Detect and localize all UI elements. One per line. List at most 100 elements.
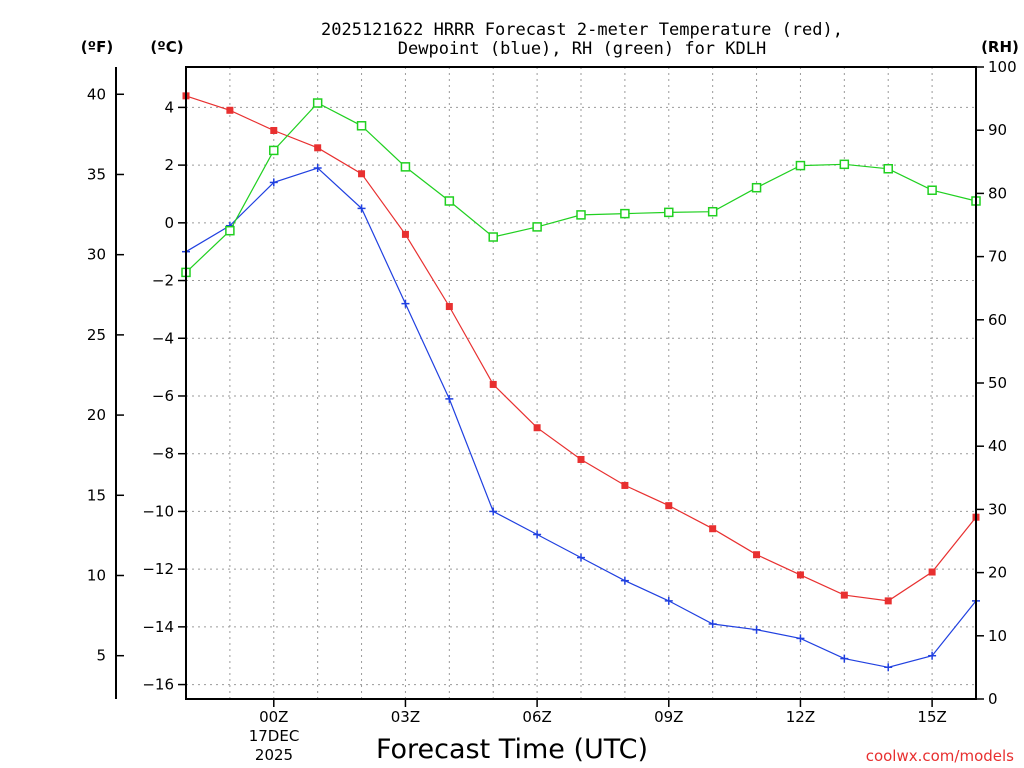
fahrenheit-tick-label: 35	[87, 165, 106, 183]
celsius-tick-label: −10	[142, 502, 174, 520]
temperature-point	[401, 230, 409, 238]
temperature-point	[270, 126, 278, 134]
temperature-point	[928, 568, 936, 576]
temperature-point	[665, 502, 673, 510]
rh-unit-label: (RH)	[981, 38, 1019, 56]
rh-tick-label: 70	[988, 248, 1007, 266]
temperature-point	[840, 591, 848, 599]
celsius-tick-label: −4	[152, 329, 174, 347]
rh-point	[751, 182, 762, 193]
dewpoint-point	[577, 553, 585, 562]
rh-tick-label: 60	[988, 311, 1007, 329]
dewpoint-point	[752, 625, 761, 634]
x-axis-label: Forecast Time (UTC)	[376, 734, 648, 765]
fahrenheit-unit-label: (ºF)	[81, 38, 113, 56]
x-tick-label: 12Z	[786, 708, 815, 726]
temperature-point	[358, 170, 366, 178]
temperature-point	[621, 481, 629, 489]
celsius-tick-label: 4	[164, 98, 174, 116]
dewpoint-point	[401, 299, 410, 308]
dewpoint-point	[708, 619, 717, 628]
x-tick-label: 03Z	[391, 708, 420, 726]
fahrenheit-tick-label: 10	[87, 566, 106, 584]
dewpoint-point	[664, 596, 673, 605]
x-tick-label: 06Z	[522, 708, 551, 726]
rh-point	[839, 159, 850, 170]
rh-point	[356, 121, 367, 131]
x-tick-label: 15Z	[917, 708, 946, 726]
celsius-tick-label: −2	[152, 272, 174, 290]
rh-tick-label: 50	[988, 374, 1007, 392]
data-series	[181, 92, 981, 672]
chart-title-line-2: Dewpoint (blue), RH (green) for KDLH	[398, 39, 766, 59]
rh-point	[707, 206, 718, 217]
fahrenheit-tick-label: 15	[87, 486, 106, 504]
rh-point	[576, 210, 586, 220]
temperature-point	[226, 106, 234, 114]
temperature-point	[445, 303, 453, 311]
temperature-point	[533, 424, 541, 432]
rh-point	[620, 208, 630, 219]
celsius-tick-label: −14	[142, 618, 174, 636]
rh-tick-label: 80	[988, 184, 1007, 202]
gridlines	[186, 67, 976, 699]
fahrenheit-tick-label: 30	[87, 246, 106, 264]
rh-point	[488, 232, 498, 242]
rh-point	[312, 98, 323, 108]
temperature-point	[314, 144, 322, 152]
dewpoint-point	[533, 530, 542, 539]
celsius-tick-label: −8	[152, 445, 174, 463]
dewpoint-point	[840, 654, 849, 663]
temperature-line	[185, 95, 977, 602]
rh-tick-label: 90	[988, 121, 1007, 139]
rh-tick-label: 30	[988, 500, 1007, 518]
celsius-tick-label: −12	[142, 560, 174, 578]
temperature-point	[796, 571, 804, 579]
fahrenheit-tick-label: 5	[96, 647, 106, 665]
dewpoint-point	[445, 394, 454, 403]
date-label-day: 17DEC	[249, 727, 300, 745]
dewpoint-point	[357, 204, 366, 213]
dewpoint-point	[884, 663, 893, 672]
fahrenheit-tick-label: 25	[87, 326, 106, 344]
rh-point	[532, 222, 542, 232]
rh-point	[883, 164, 893, 174]
rh-tick-label: 40	[988, 437, 1007, 455]
temperature-point	[489, 380, 497, 388]
dewpoint-point	[620, 576, 629, 585]
temperature-point	[577, 455, 585, 463]
rh-tick-label: 10	[988, 627, 1007, 645]
rh-tick-label: 20	[988, 564, 1007, 582]
rh-point	[664, 207, 674, 218]
rh-tick-label: 100	[988, 58, 1017, 76]
temperature-point	[753, 551, 761, 559]
dewpoint-point	[489, 507, 498, 516]
x-tick-label: 09Z	[654, 708, 683, 726]
date-label-year: 2025	[255, 746, 293, 764]
rh-tick-label: 0	[988, 690, 998, 708]
celsius-tick-label: 2	[164, 156, 174, 174]
dewpoint-point	[928, 651, 937, 660]
rh-point	[400, 162, 411, 172]
fahrenheit-tick-label: 20	[87, 406, 106, 424]
axis-ticks: 420−2−4−6−8−10−12−14−1640353025201510510…	[87, 58, 1017, 726]
dewpoint-point	[796, 634, 805, 643]
rh-point	[444, 196, 455, 206]
rh-point	[225, 225, 235, 236]
dewpoint-point	[269, 178, 278, 187]
rh-point	[795, 160, 806, 171]
dewpoint-point	[313, 164, 322, 173]
temperature-point	[709, 525, 717, 533]
celsius-tick-label: −16	[142, 676, 174, 694]
plot-frame	[185, 66, 977, 700]
celsius-tick-label: 0	[164, 214, 174, 232]
rh-point	[269, 145, 279, 156]
x-tick-label: 00Z	[259, 708, 288, 726]
celsius-unit-label: (ºC)	[150, 38, 183, 56]
chart-title-line-1: 2025121622 HRRR Forecast 2-meter Tempera…	[321, 20, 843, 40]
rh-point	[927, 185, 937, 195]
celsius-tick-label: −6	[152, 387, 174, 405]
fahrenheit-tick-label: 40	[87, 85, 106, 103]
temperature-point	[884, 597, 892, 605]
